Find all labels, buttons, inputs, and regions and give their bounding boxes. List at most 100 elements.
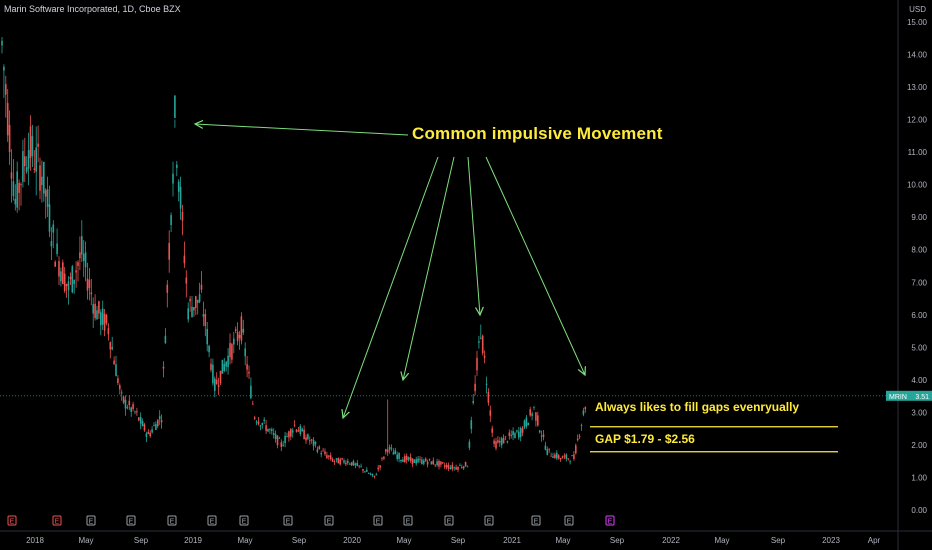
candle-body — [328, 455, 330, 457]
annotation-arrow[interactable] — [195, 124, 409, 136]
candle-body — [46, 189, 49, 207]
earnings-marker[interactable] — [207, 515, 217, 526]
earnings-marker[interactable] — [403, 515, 413, 526]
candle-body — [582, 410, 585, 415]
candle-body — [52, 224, 55, 233]
candle-body — [280, 442, 283, 447]
candle-body — [455, 467, 457, 470]
x-tick-label: 2023 — [822, 536, 840, 545]
candle-body — [24, 156, 26, 167]
annotation-gap-range[interactable]: GAP $1.79 - $2.56 — [595, 432, 695, 446]
annotation-gaps-note[interactable]: Always likes to fill gaps evenryually — [595, 400, 800, 414]
x-tick-label: 2018 — [26, 536, 44, 545]
candle-body — [62, 262, 64, 285]
candle-body — [196, 299, 199, 303]
candle-body — [33, 168, 36, 170]
candle-body — [8, 124, 11, 153]
x-tick-label: Sep — [292, 536, 307, 545]
candle-body — [236, 331, 239, 342]
earnings-marker[interactable] — [373, 515, 383, 526]
candle-body — [267, 428, 269, 432]
annotation-common-impulsive[interactable]: Common impulsive Movement — [412, 124, 663, 143]
candle-body — [103, 313, 106, 331]
candle-body — [468, 441, 471, 448]
earnings-marker[interactable] — [167, 515, 177, 526]
earnings-marker[interactable] — [239, 515, 249, 526]
annotation-arrow[interactable] — [467, 156, 480, 315]
x-tick-label: May — [555, 536, 570, 545]
candle-body — [373, 475, 376, 477]
candle-body — [20, 184, 22, 185]
candle-body — [576, 438, 579, 441]
candle-body — [565, 454, 568, 459]
candle-body — [396, 454, 398, 459]
candle-body — [432, 460, 435, 465]
earnings-marker[interactable] — [605, 515, 615, 526]
candle-body — [483, 355, 486, 358]
candle-body — [60, 271, 62, 282]
candle-body — [500, 438, 503, 446]
earnings-marker[interactable] — [283, 515, 293, 526]
candle-body — [227, 355, 229, 368]
price-axis[interactable]: 15.00 14.00 13.00 12.00 11.00 10.00 9.00 8.00 7.… — [897, 0, 928, 550]
candle-body — [316, 449, 319, 452]
candle-body — [314, 442, 317, 445]
annotation-arrow[interactable] — [343, 156, 439, 418]
earnings-marker[interactable] — [444, 515, 454, 526]
drawing-overlays: MRIN 3.51 — [0, 124, 932, 453]
earnings-marker[interactable] — [484, 515, 494, 526]
candle-body — [193, 307, 195, 311]
candle-body — [240, 316, 243, 341]
candle-body — [451, 464, 454, 470]
candle-body — [253, 417, 256, 419]
earnings-marker-label: E — [10, 519, 15, 526]
candle-body — [233, 338, 235, 345]
candle-body — [244, 348, 246, 357]
candle-body — [158, 416, 161, 420]
y-tick-label: 7.00 — [911, 278, 927, 287]
candle-body — [164, 335, 167, 344]
candle-body — [322, 450, 324, 452]
candle-body — [367, 473, 370, 474]
candle-body — [303, 429, 305, 440]
candle-body — [348, 463, 351, 465]
candle-body — [542, 434, 545, 437]
candle-body — [255, 421, 258, 423]
candle-body — [324, 451, 326, 455]
earnings-marker-label: E — [534, 519, 539, 526]
earnings-marker[interactable] — [126, 515, 136, 526]
candle-body — [398, 453, 400, 459]
candle-body — [421, 459, 423, 464]
earnings-marker[interactable] — [52, 515, 62, 526]
candle-body — [531, 413, 533, 416]
candle-body — [111, 347, 113, 350]
candle-body — [352, 461, 355, 466]
candle-body — [366, 469, 368, 472]
annotation-arrow[interactable] — [403, 156, 455, 380]
earnings-marker[interactable] — [531, 515, 541, 526]
candle-body — [485, 383, 488, 385]
earnings-marker[interactable] — [324, 515, 334, 526]
earnings-marker[interactable] — [86, 515, 96, 526]
earnings-marker[interactable] — [7, 515, 17, 526]
annotation-arrow[interactable] — [485, 156, 585, 375]
time-axis[interactable]: 2018 May Sep 2019 May Sep 2020 May Sep 2021 May Sep… — [0, 530, 932, 545]
earnings-marker-label: E — [447, 519, 452, 526]
y-tick-label: 0.00 — [911, 506, 927, 515]
y-tick-label: 5.00 — [911, 343, 927, 352]
candle-body — [29, 126, 32, 159]
candle-body — [569, 461, 571, 463]
candle-body — [107, 328, 110, 335]
candle-body — [504, 436, 507, 438]
candle-body — [360, 466, 362, 468]
candle-body — [3, 66, 5, 71]
candle-body — [390, 447, 393, 449]
candle-body — [571, 455, 573, 457]
y-tick-label: 4.00 — [911, 376, 927, 385]
candle-body — [41, 176, 43, 186]
earnings-marker[interactable] — [564, 515, 574, 526]
candle-body — [548, 448, 550, 450]
candle-body — [518, 431, 520, 438]
